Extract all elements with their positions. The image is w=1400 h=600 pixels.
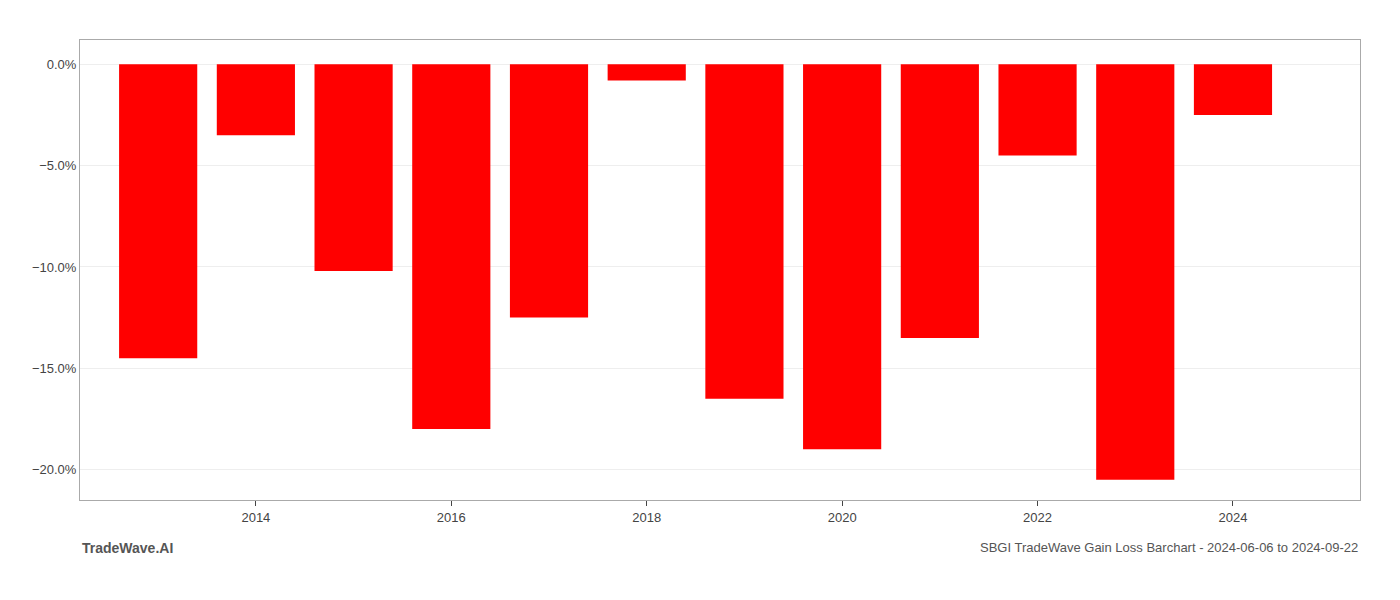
svg-text:2020: 2020	[828, 510, 857, 525]
svg-text:−10.0%: −10.0%	[32, 260, 77, 275]
svg-text:2024: 2024	[1219, 510, 1248, 525]
svg-text:2018: 2018	[632, 510, 661, 525]
svg-text:−20.0%: −20.0%	[32, 462, 77, 477]
svg-text:0.0%: 0.0%	[47, 57, 77, 72]
svg-text:2022: 2022	[1023, 510, 1052, 525]
svg-text:−5.0%: −5.0%	[39, 158, 77, 173]
svg-text:TradeWave.AI: TradeWave.AI	[82, 540, 173, 556]
svg-text:SBGI TradeWave Gain Loss Barch: SBGI TradeWave Gain Loss Barchart - 2024…	[980, 540, 1358, 555]
svg-text:−15.0%: −15.0%	[32, 361, 77, 376]
svg-text:2014: 2014	[241, 510, 270, 525]
svg-text:2016: 2016	[437, 510, 466, 525]
